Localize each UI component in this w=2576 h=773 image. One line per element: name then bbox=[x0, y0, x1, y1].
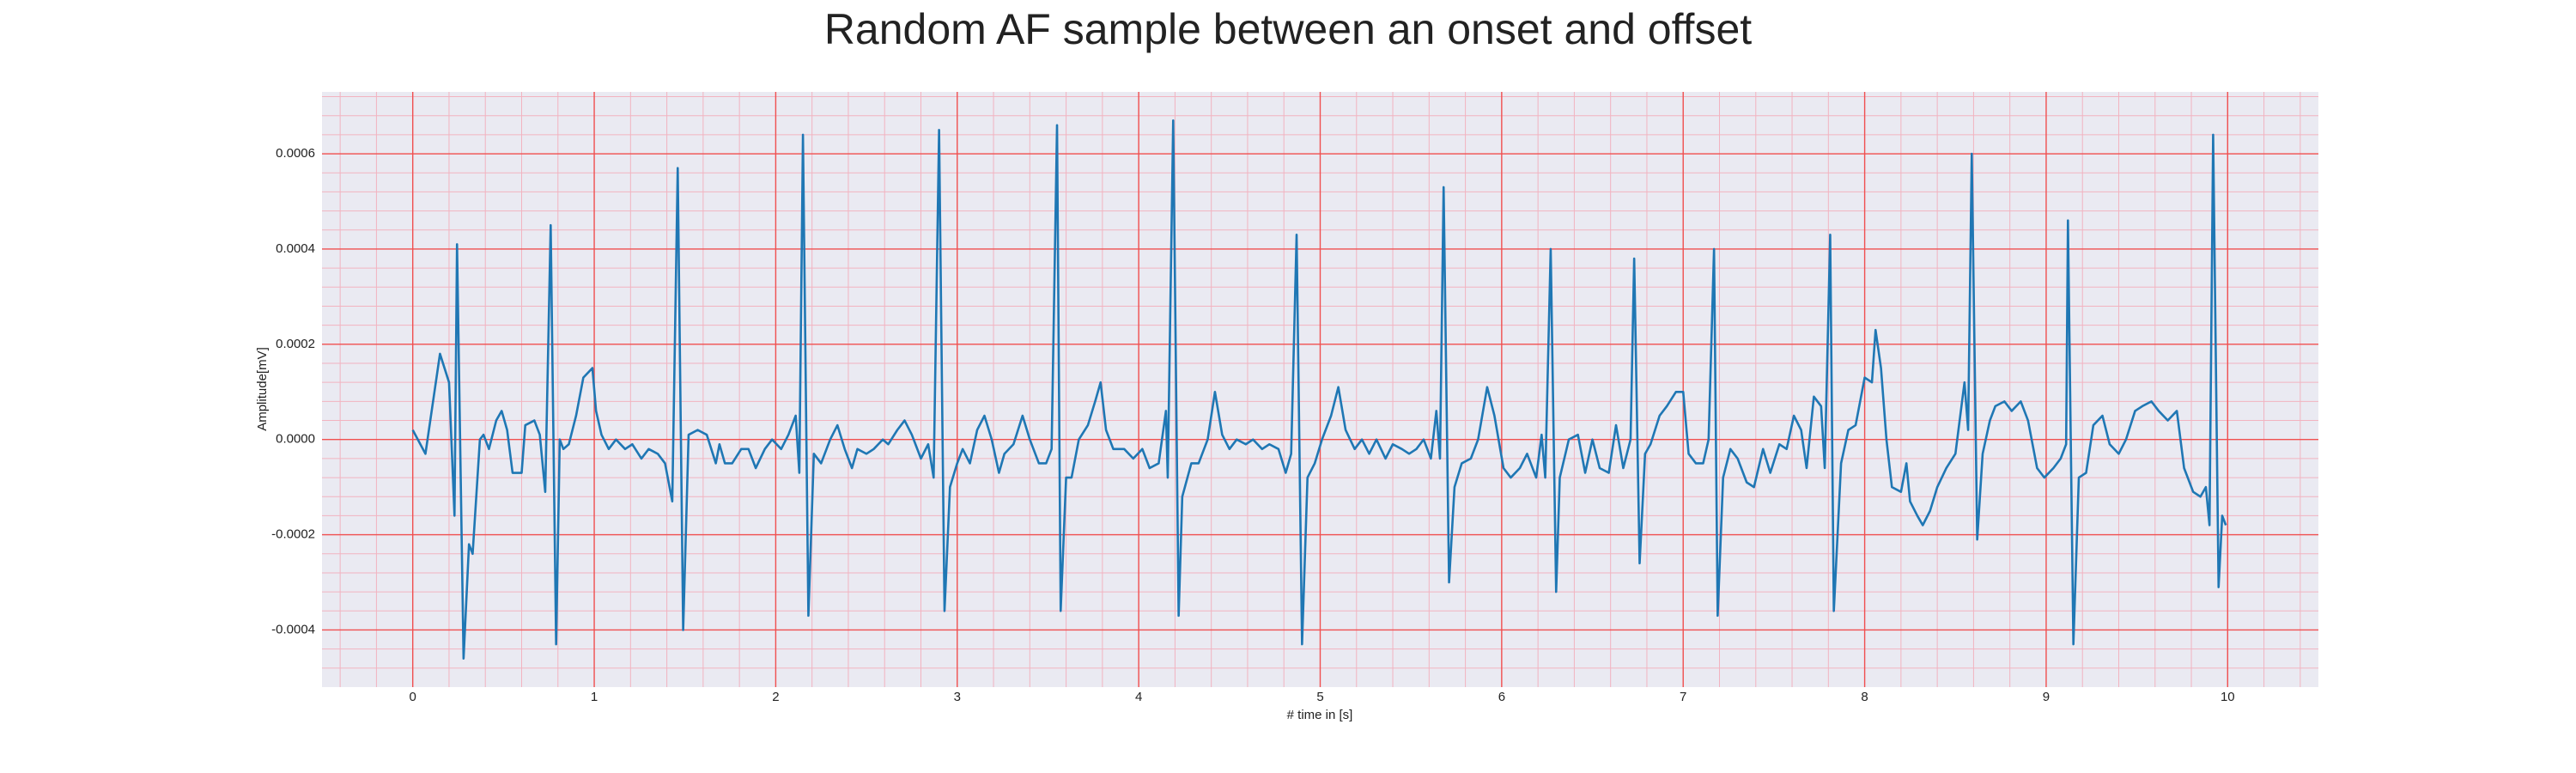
y-axis-label: Amplitude[mV] bbox=[255, 347, 270, 431]
chart-title: Random AF sample between an onset and of… bbox=[824, 5, 1752, 53]
y-tick-label: 0.0006 bbox=[276, 146, 315, 161]
y-tick-label: 0.0002 bbox=[276, 337, 315, 351]
x-axis-label: # time in [s] bbox=[1287, 708, 1353, 722]
y-tick-label: 0.0004 bbox=[276, 241, 315, 256]
grid bbox=[322, 92, 2318, 687]
x-tick-label: 9 bbox=[2043, 690, 2050, 704]
x-tick-label: 4 bbox=[1135, 690, 1142, 704]
x-tick-label: 3 bbox=[954, 690, 961, 704]
x-tick-label: 5 bbox=[1316, 690, 1323, 704]
x-tick-label: 1 bbox=[591, 690, 598, 704]
x-tick-label: 6 bbox=[1498, 690, 1505, 704]
x-tick-label: 7 bbox=[1680, 690, 1686, 704]
y-tick-label: -0.0004 bbox=[271, 622, 315, 636]
signal-line bbox=[411, 119, 2227, 660]
y-tick-label: 0.0000 bbox=[276, 432, 315, 447]
x-tick-label: 8 bbox=[1861, 690, 1868, 704]
x-tick-label: 2 bbox=[772, 690, 779, 704]
x-tick-label: 10 bbox=[2221, 690, 2235, 704]
x-tick-label: 0 bbox=[410, 690, 416, 704]
y-tick-label: -0.0002 bbox=[271, 527, 315, 542]
